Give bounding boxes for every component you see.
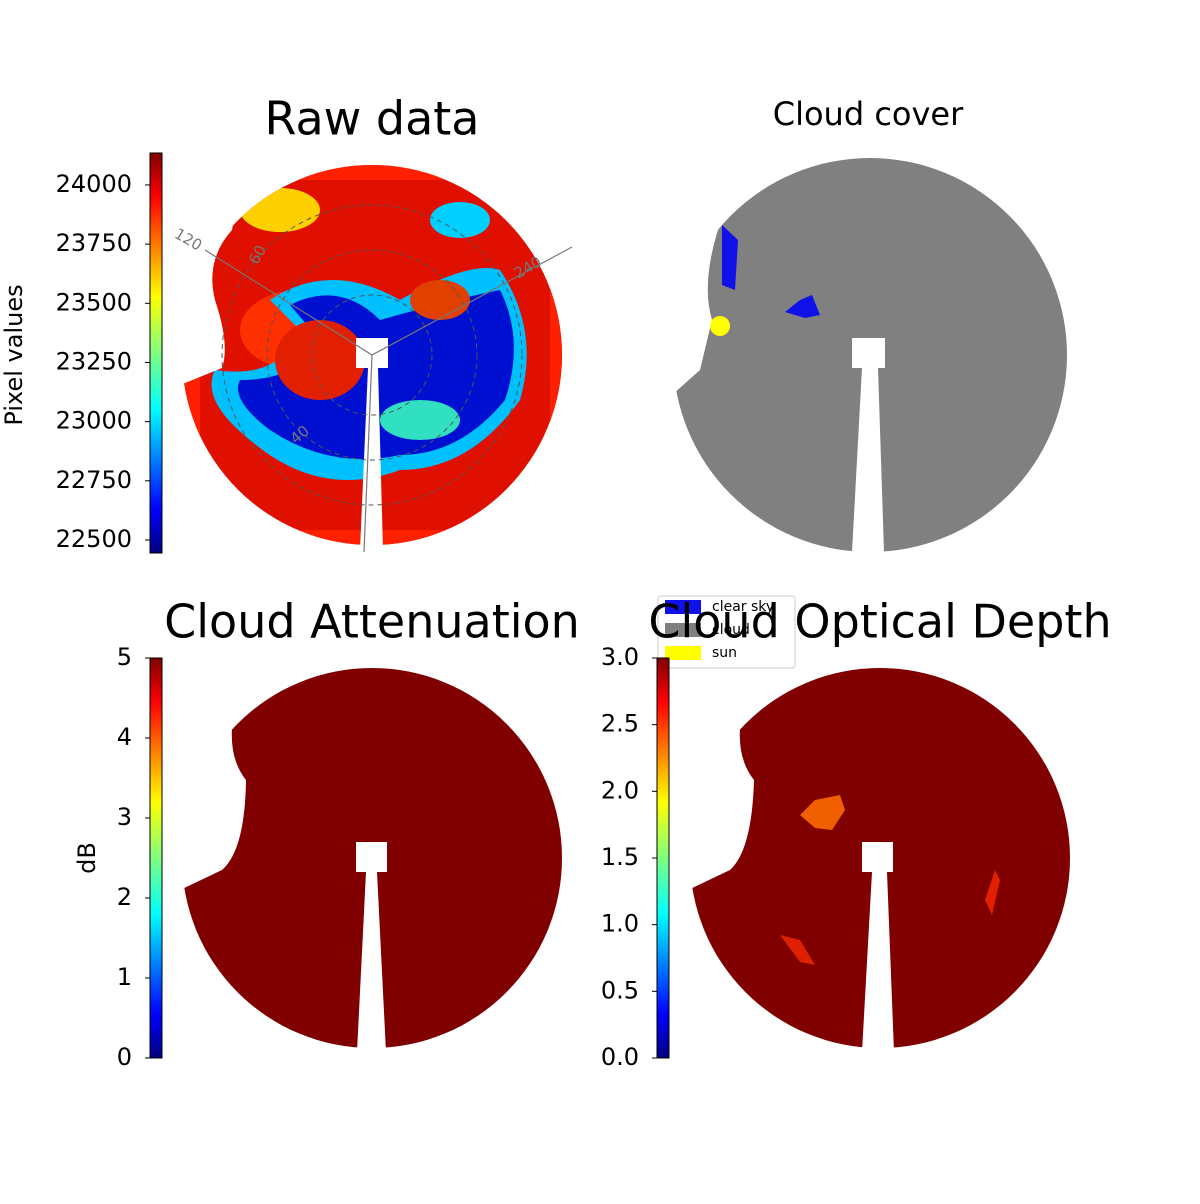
colorbar-tick-label: 22500 [56, 525, 132, 553]
cod-image [683, 650, 1070, 1052]
colorbar-tick-label: 0 [117, 1043, 132, 1071]
colorbar-tick-label: 4 [117, 723, 132, 751]
legend-label: cloud [712, 622, 750, 638]
colorbar-tick-label: 23750 [56, 229, 132, 257]
cloud-cover-image [672, 150, 1067, 552]
legend: clear sky cloud sun [657, 595, 796, 669]
colorbar-tick-label: 2.5 [601, 710, 639, 738]
colorbar-tick-label: 24000 [56, 170, 132, 198]
colorbar [656, 657, 670, 1059]
colorbar-tick-label: 3 [117, 803, 132, 831]
legend-swatch [665, 623, 701, 637]
colorbar-label: Pixel values [0, 284, 28, 425]
panel-title: Cloud Optical Depth [648, 595, 1111, 649]
colorbar-tick-label: 2.0 [601, 776, 639, 804]
colorbar-tick-label: 5 [117, 643, 132, 671]
colorbar [149, 657, 163, 1059]
colorbar-tick-label: 1.0 [601, 910, 639, 938]
colorbar-tick-label: 23250 [56, 347, 132, 375]
legend-label: clear sky [712, 599, 774, 615]
colorbar-label: dB [73, 842, 101, 874]
legend-label: sun [712, 645, 737, 661]
colorbar-tick-label: 1 [117, 963, 132, 991]
panel-title: Cloud cover [773, 95, 964, 133]
colorbar-tick-label: 23000 [56, 407, 132, 435]
attenuation-image [175, 650, 562, 1052]
colorbar-tick-label: 1.5 [601, 843, 639, 871]
colorbar-tick-label: 2 [117, 883, 132, 911]
legend-swatch [665, 646, 701, 660]
colorbar-tick-label: 23500 [56, 288, 132, 316]
colorbar-tick-label: 22750 [56, 466, 132, 494]
colorbar [149, 152, 163, 554]
colorbar-tick-label: 3.0 [601, 643, 639, 671]
panel-title: Raw data [265, 92, 480, 146]
colorbar-tick-label: 0.5 [601, 976, 639, 1004]
raw-image [180, 160, 573, 553]
legend-swatch [665, 600, 701, 614]
colorbar-tick-label: 0.0 [601, 1043, 639, 1071]
panel-title: Cloud Attenuation [164, 595, 580, 649]
